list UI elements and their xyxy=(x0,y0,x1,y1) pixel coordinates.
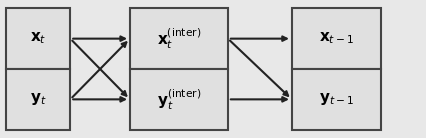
FancyBboxPatch shape xyxy=(6,69,70,130)
FancyBboxPatch shape xyxy=(130,69,228,130)
Text: $\mathbf{x}_t$: $\mathbf{x}_t$ xyxy=(30,31,46,47)
Text: $\mathbf{x}_t^{\mathsf{(inter)}}$: $\mathbf{x}_t^{\mathsf{(inter)}}$ xyxy=(157,26,201,51)
Text: $\mathbf{y}_t^{\mathsf{(inter)}}$: $\mathbf{y}_t^{\mathsf{(inter)}}$ xyxy=(157,87,201,112)
Text: $\mathbf{y}_{t-1}$: $\mathbf{y}_{t-1}$ xyxy=(319,91,354,107)
FancyBboxPatch shape xyxy=(292,8,381,69)
FancyBboxPatch shape xyxy=(292,69,381,130)
FancyBboxPatch shape xyxy=(6,8,70,69)
Text: $\mathbf{y}_t$: $\mathbf{y}_t$ xyxy=(30,91,46,107)
Text: $\mathbf{x}_{t-1}$: $\mathbf{x}_{t-1}$ xyxy=(319,31,354,47)
FancyBboxPatch shape xyxy=(130,8,228,69)
